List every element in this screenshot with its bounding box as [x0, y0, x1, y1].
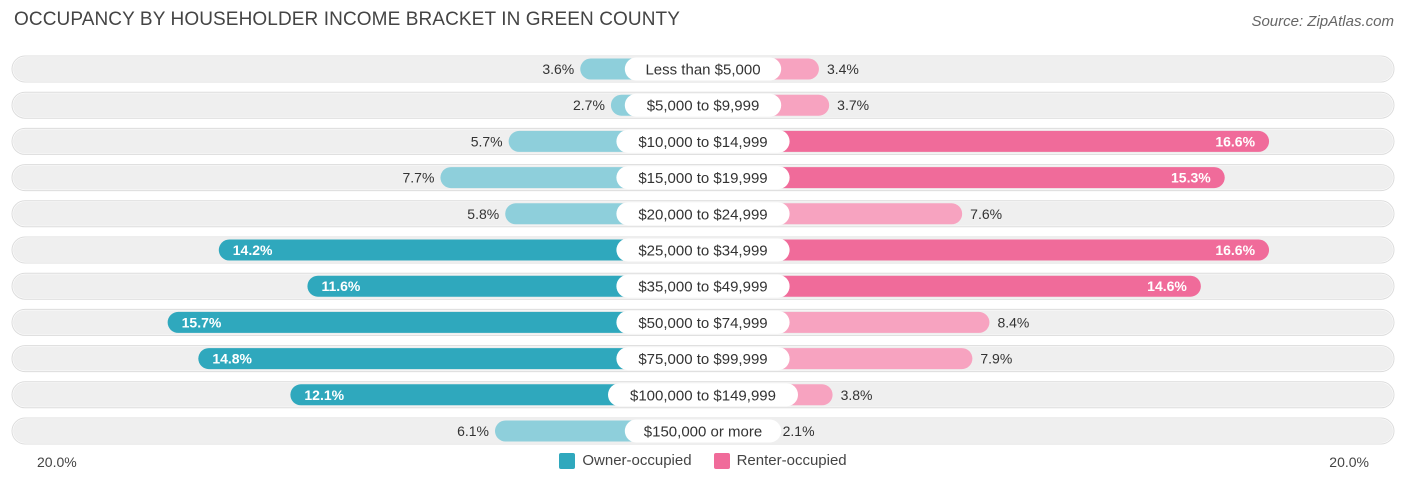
category-label-pill	[616, 166, 790, 190]
category-label: $35,000 to $49,999	[638, 279, 767, 296]
legend-renter-label: Renter-occupied	[736, 452, 847, 469]
owner-value-label: 2.7%	[573, 97, 605, 113]
category-label-pill	[616, 310, 790, 334]
category-label-pill	[616, 238, 790, 262]
category-label: $15,000 to $19,999	[638, 170, 767, 187]
renter-value-label: 14.6%	[1147, 278, 1187, 294]
owner-value-label: 14.2%	[233, 242, 273, 258]
category-label: $10,000 to $14,999	[638, 134, 767, 151]
renter-value-label: 15.3%	[1171, 170, 1211, 186]
owner-bar	[218, 239, 713, 261]
renter-value-label: 3.7%	[837, 97, 869, 113]
owner-value-label: 15.7%	[182, 314, 222, 330]
renter-bar	[693, 239, 1270, 261]
legend: Owner-occupied Renter-occupied	[0, 452, 1406, 469]
owner-value-label: 5.8%	[467, 206, 499, 222]
owner-bar	[167, 311, 713, 333]
category-label: $50,000 to $74,999	[638, 315, 767, 332]
renter-bar	[693, 275, 1201, 297]
renter-value-label: 3.8%	[841, 387, 873, 403]
legend-item-renter[interactable]: Renter-occupied	[713, 452, 847, 469]
renter-value-label: 7.6%	[970, 206, 1002, 222]
owner-value-label: 14.8%	[212, 351, 252, 367]
owner-value-label: 12.1%	[304, 387, 344, 403]
owner-value-label: 3.6%	[542, 61, 574, 77]
chart-title: OCCUPANCY BY HOUSEHOLDER INCOME BRACKET …	[14, 9, 681, 30]
renter-value-label: 16.6%	[1215, 133, 1255, 149]
category-label-pill	[608, 383, 798, 407]
category-label-pill	[616, 274, 790, 298]
renter-value-label: 7.9%	[980, 351, 1012, 367]
renter-value-label: 8.4%	[997, 314, 1029, 330]
category-label-pill	[624, 57, 782, 81]
owner-value-label: 11.6%	[321, 278, 360, 294]
owner-bar	[198, 348, 713, 370]
legend-item-owner[interactable]: Owner-occupied	[559, 452, 692, 469]
renter-bar	[693, 167, 1225, 189]
axis-right-label: 20.0%	[1329, 454, 1369, 470]
category-label-pill	[624, 419, 782, 443]
owner-swatch	[559, 452, 576, 469]
category-label: $20,000 to $24,999	[638, 206, 767, 223]
category-label-pill	[616, 347, 790, 371]
owner-value-label: 5.7%	[471, 133, 503, 149]
legend-owner-label: Owner-occupied	[582, 452, 692, 469]
category-label: Less than $5,000	[645, 62, 760, 79]
owner-value-label: 6.1%	[457, 423, 489, 439]
category-label: $25,000 to $34,999	[638, 243, 767, 260]
category-label: $5,000 to $9,999	[647, 98, 760, 115]
renter-value-label: 16.6%	[1215, 242, 1255, 258]
owner-bar	[290, 384, 713, 406]
category-label: $100,000 to $149,999	[630, 387, 776, 404]
renter-swatch	[713, 452, 730, 469]
category-label: $75,000 to $99,999	[638, 351, 767, 368]
owner-value-label: 7.7%	[403, 170, 435, 186]
category-label-pill	[624, 93, 782, 117]
category-label: $150,000 or more	[644, 424, 762, 441]
source-note: Source: ZipAtlas.com	[1251, 13, 1394, 30]
renter-bar	[693, 130, 1270, 152]
renter-value-label: 3.4%	[827, 61, 859, 77]
axis-left-label: 20.0%	[37, 454, 77, 470]
category-label-pill	[616, 202, 790, 226]
category-label-pill	[616, 129, 790, 153]
diverging-bar-chart: Less than $5,000 3.6% 3.4% $5,000 to $9,999…	[11, 55, 1395, 445]
owner-bar	[307, 275, 713, 297]
renter-value-label: 2.1%	[783, 423, 815, 439]
